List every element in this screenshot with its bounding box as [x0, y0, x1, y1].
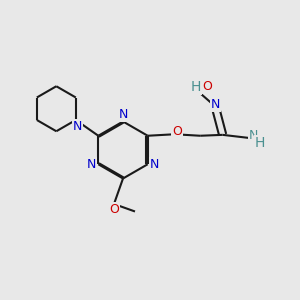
Text: O: O [109, 203, 119, 216]
Text: N: N [118, 107, 128, 121]
Text: N: N [86, 158, 96, 171]
Text: N: N [249, 129, 258, 142]
Text: O: O [172, 125, 182, 138]
Text: N: N [73, 120, 82, 133]
Text: O: O [202, 80, 212, 93]
Text: N: N [150, 158, 160, 171]
Text: N: N [211, 98, 220, 111]
Text: H: H [190, 80, 201, 94]
Text: H: H [255, 136, 266, 150]
